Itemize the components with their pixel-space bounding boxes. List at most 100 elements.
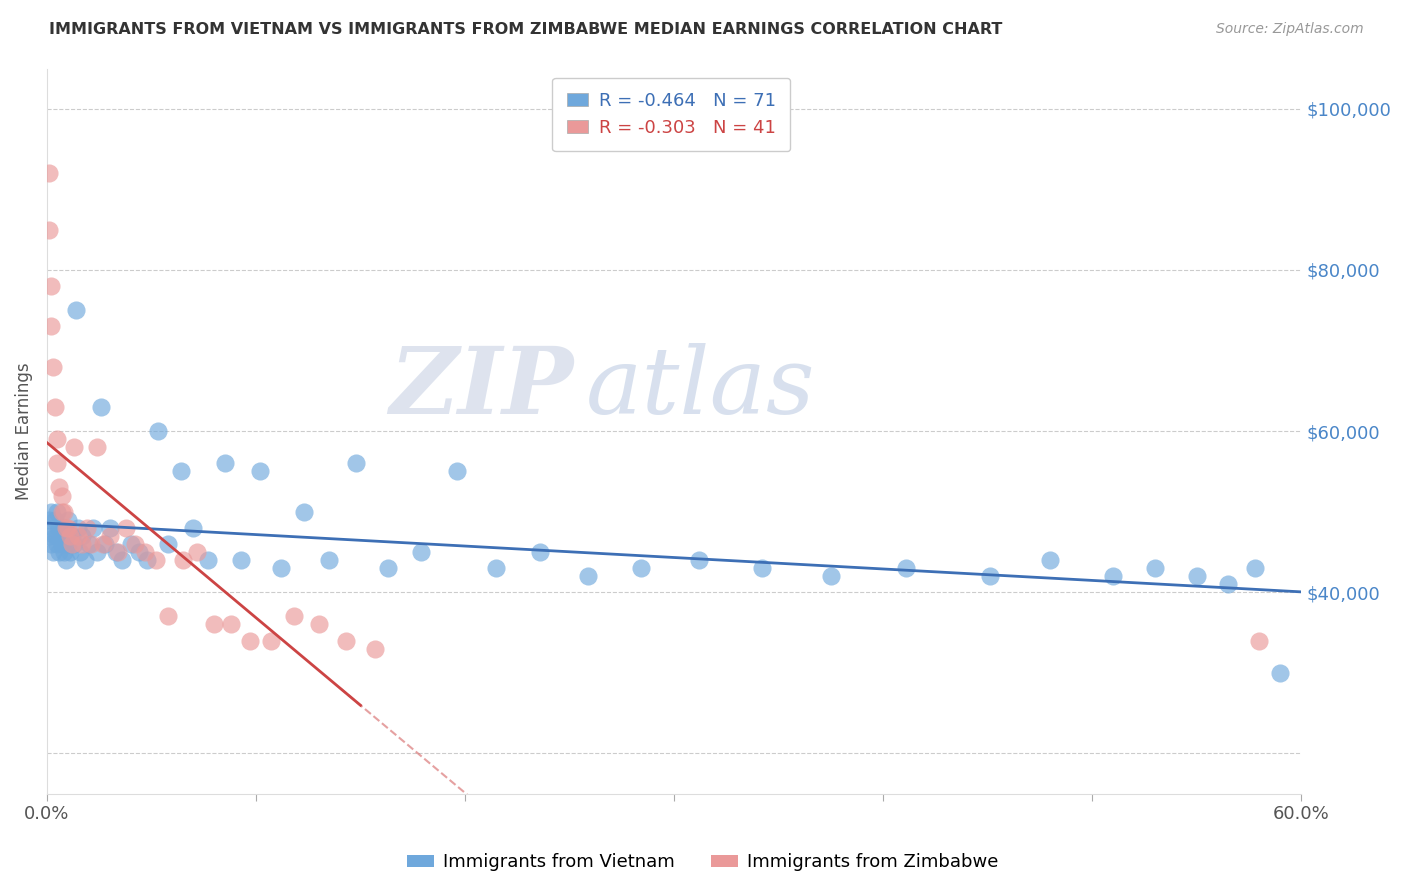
Point (52, 505, 75, 519)
Point (56, 521, 79, 535)
Point (157, 537, 180, 551)
Point (292, 505, 315, 519)
Legend: R = -0.464   N = 71, R = -0.303   N = 41: R = -0.464 N = 71, R = -0.303 N = 41 (553, 78, 790, 152)
Point (46, 456, 69, 470)
Point (485, 561, 508, 575)
Point (39, 537, 62, 551)
Point (124, 537, 146, 551)
Point (318, 553, 340, 567)
Point (91, 537, 114, 551)
Point (46, 529, 69, 543)
Point (38, 166, 60, 180)
Point (90, 400, 112, 414)
Point (38, 529, 60, 543)
Text: ZIP: ZIP (389, 343, 574, 433)
Point (44, 400, 66, 414)
Point (446, 464, 468, 478)
Point (1185, 569, 1208, 583)
Point (1143, 561, 1166, 575)
Point (157, 609, 180, 624)
Point (46, 505, 69, 519)
Point (751, 561, 773, 575)
Point (42, 359, 65, 374)
Point (86, 545, 108, 559)
Point (120, 537, 142, 551)
Point (60, 529, 83, 543)
Point (48, 521, 70, 535)
Point (48, 545, 70, 559)
Point (104, 545, 127, 559)
Point (128, 545, 150, 559)
Point (249, 464, 271, 478)
Point (98, 529, 121, 543)
Point (259, 633, 281, 648)
Point (170, 464, 193, 478)
Point (98, 521, 121, 535)
Point (42, 521, 65, 535)
Point (76, 521, 98, 535)
Point (172, 553, 194, 567)
Point (39, 279, 62, 293)
Point (52, 545, 75, 559)
Point (270, 561, 292, 575)
Point (38, 513, 60, 527)
Point (67, 529, 90, 543)
Point (186, 545, 208, 559)
Point (1249, 633, 1271, 648)
Point (894, 561, 917, 575)
Point (335, 633, 357, 648)
Point (202, 617, 225, 632)
Point (59, 529, 82, 543)
Point (51, 489, 73, 503)
Point (69, 545, 91, 559)
Point (63, 440, 86, 454)
Point (51, 505, 73, 519)
Point (39, 319, 62, 334)
Point (56, 513, 79, 527)
Point (1039, 553, 1062, 567)
Text: IMMIGRANTS FROM VIETNAM VS IMMIGRANTS FROM ZIMBABWE MEDIAN EARNINGS CORRELATION : IMMIGRANTS FROM VIETNAM VS IMMIGRANTS FR… (49, 22, 1002, 37)
Point (630, 561, 652, 575)
Point (44, 513, 66, 527)
Point (63, 537, 86, 551)
Point (219, 617, 242, 632)
Point (1216, 577, 1239, 591)
Point (55, 553, 77, 567)
Point (146, 424, 169, 438)
Point (94, 537, 117, 551)
Point (411, 545, 433, 559)
Point (52, 521, 75, 535)
Point (239, 633, 262, 648)
Point (197, 553, 219, 567)
Point (181, 521, 204, 535)
Text: Source: ZipAtlas.com: Source: ZipAtlas.com (1216, 22, 1364, 37)
Point (134, 545, 156, 559)
Point (80, 537, 103, 551)
Point (56, 537, 79, 551)
Point (86, 440, 108, 454)
Point (55, 529, 77, 543)
Point (145, 553, 167, 567)
Point (377, 561, 399, 575)
Point (59, 545, 82, 559)
Point (65, 303, 87, 318)
Point (72, 529, 94, 543)
Point (77, 537, 100, 551)
Point (1270, 665, 1292, 680)
Point (529, 545, 551, 559)
Point (979, 569, 1001, 583)
Point (72, 537, 94, 551)
Point (73, 553, 96, 567)
Point (344, 456, 367, 470)
Point (46, 537, 69, 551)
Point (39, 505, 62, 519)
Point (46, 432, 69, 446)
Point (115, 521, 138, 535)
Text: atlas: atlas (586, 343, 815, 433)
Point (60, 537, 83, 551)
Point (51, 537, 73, 551)
Point (51, 529, 73, 543)
Point (820, 569, 842, 583)
Point (111, 553, 134, 567)
Point (283, 609, 305, 624)
